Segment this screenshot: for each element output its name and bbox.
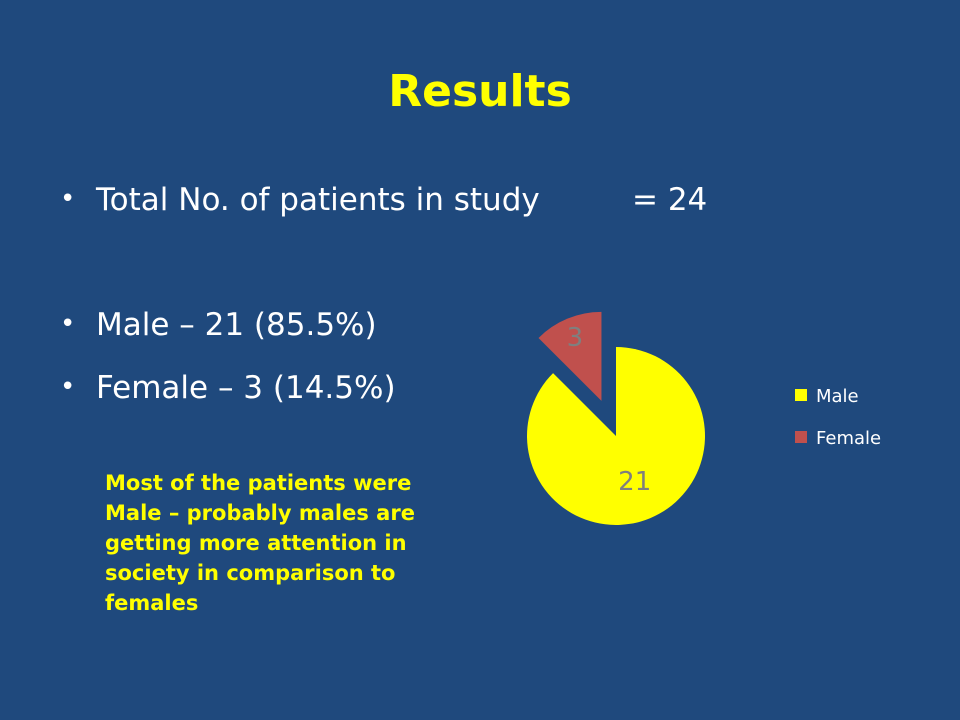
- legend-label-female: Female: [816, 428, 881, 449]
- bullet-female: Female – 3 (14.5%): [60, 368, 396, 410]
- data-label-male: 21: [618, 467, 651, 497]
- pie-slice-female: [538, 311, 602, 401]
- note-text: Most of the patients were Male – probabl…: [105, 471, 415, 615]
- legend-label-male: Male: [816, 386, 859, 407]
- bullet-male: Male – 21 (85.5%): [60, 305, 377, 347]
- bullet-total-patients: Total No. of patients in study = 24: [60, 180, 707, 222]
- legend-swatch-male: [795, 389, 807, 401]
- pie-slice-male: [526, 347, 705, 525]
- bullet-value: = 24: [632, 182, 708, 218]
- bullet-text: Male – 21 (85.5%): [96, 307, 377, 343]
- slide-title: Results: [388, 66, 572, 117]
- bullet-text: Total No. of patients in study: [96, 182, 540, 218]
- data-label-female: 3: [567, 323, 584, 353]
- bullet-text: Female – 3 (14.5%): [96, 370, 396, 406]
- legend-swatch-female: [795, 431, 807, 443]
